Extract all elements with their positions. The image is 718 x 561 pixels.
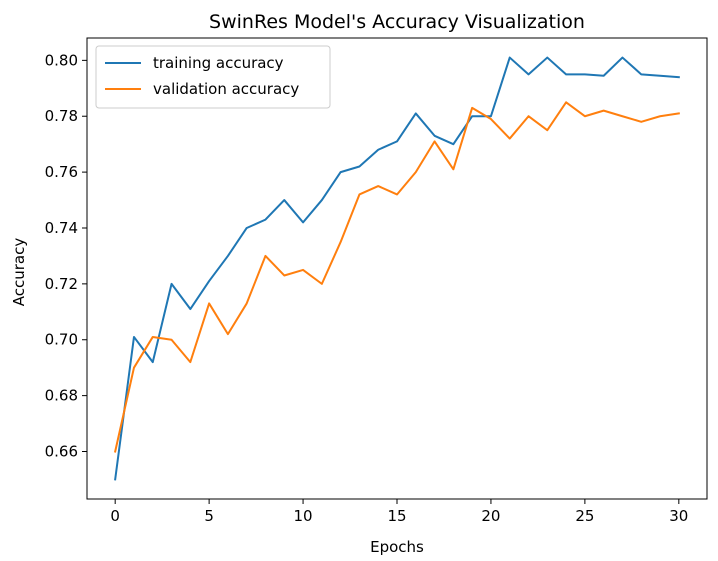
x-axis-title: Epochs xyxy=(370,538,424,556)
plot-area: 0 5 10 15 20 25 30 0.66 0.68 0.70 0.72 0.74 0.76 0.78… xyxy=(45,37,708,525)
y-tick-label: 0.78 xyxy=(45,107,78,125)
legend-box xyxy=(95,45,331,109)
legend-label-validation-accuracy: validation accuracy xyxy=(153,80,299,98)
chart-title: SwinRes Model's Accuracy Visualization xyxy=(209,11,585,33)
y-tick-label: 0.72 xyxy=(45,275,78,293)
y-tick-label: 0.74 xyxy=(45,219,78,237)
y-tick-label: 0.70 xyxy=(45,331,78,349)
legend-label-training-accuracy: training accuracy xyxy=(153,54,284,72)
y-tick-label: 0.66 xyxy=(45,443,78,461)
x-tick-label: 30 xyxy=(669,507,688,525)
training-accuracy-line xyxy=(114,56,680,481)
x-tick-label: 25 xyxy=(575,507,594,525)
x-tick-label: 20 xyxy=(481,507,500,525)
y-axis-title: Accuracy xyxy=(10,238,28,307)
legend: training accuracy validation accuracy xyxy=(95,45,331,109)
x-tick-label: 0 xyxy=(110,507,120,525)
x-tick-label: 5 xyxy=(204,507,214,525)
x-tick-label: 10 xyxy=(294,507,313,525)
validation-accuracy-line xyxy=(113,101,680,453)
y-tick-label: 0.76 xyxy=(45,163,78,181)
y-tick-label: 0.68 xyxy=(45,387,78,405)
y-tick-label: 0.80 xyxy=(45,51,78,69)
x-tick-label: 15 xyxy=(387,507,406,525)
